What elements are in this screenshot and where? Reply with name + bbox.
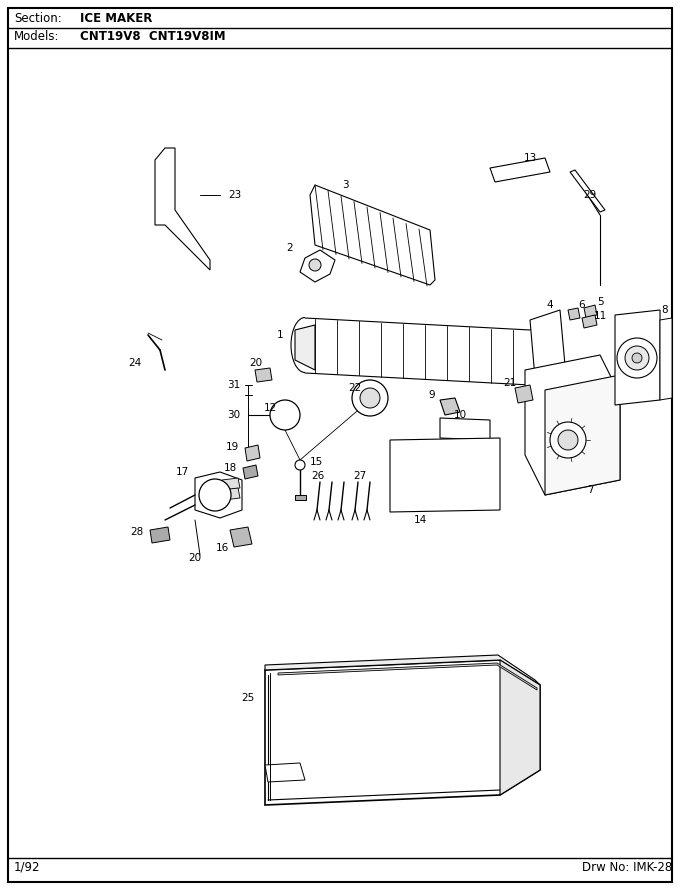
Polygon shape <box>515 385 533 403</box>
Circle shape <box>625 346 649 370</box>
Text: 1/92: 1/92 <box>14 861 41 874</box>
Circle shape <box>558 430 578 450</box>
Text: 26: 26 <box>311 471 324 481</box>
Text: Models:: Models: <box>14 30 60 43</box>
Circle shape <box>270 400 300 430</box>
Polygon shape <box>584 305 597 318</box>
Polygon shape <box>582 315 597 328</box>
Text: ICE MAKER: ICE MAKER <box>80 12 152 25</box>
Polygon shape <box>615 310 660 405</box>
Circle shape <box>360 388 380 408</box>
Polygon shape <box>195 472 242 518</box>
Polygon shape <box>660 318 672 400</box>
Text: 4: 4 <box>547 300 554 310</box>
Polygon shape <box>230 527 252 547</box>
Text: 31: 31 <box>227 380 241 390</box>
Polygon shape <box>245 445 260 461</box>
Text: 28: 28 <box>131 527 143 537</box>
Polygon shape <box>300 250 335 282</box>
Polygon shape <box>265 660 540 805</box>
Polygon shape <box>222 478 240 490</box>
Polygon shape <box>243 465 258 479</box>
Polygon shape <box>440 398 460 415</box>
Polygon shape <box>295 495 306 500</box>
Text: Section:: Section: <box>14 12 62 25</box>
Text: 20: 20 <box>250 358 262 368</box>
Circle shape <box>309 259 321 271</box>
Text: 5: 5 <box>596 297 603 307</box>
Circle shape <box>295 460 305 470</box>
Text: 7: 7 <box>587 485 594 495</box>
Polygon shape <box>265 763 305 782</box>
Text: 15: 15 <box>309 457 322 467</box>
Text: 1: 1 <box>277 330 284 340</box>
Polygon shape <box>530 310 565 378</box>
Text: 8: 8 <box>662 305 668 315</box>
Polygon shape <box>265 655 540 685</box>
Polygon shape <box>390 438 500 512</box>
Polygon shape <box>222 488 240 500</box>
Text: 2: 2 <box>287 243 293 253</box>
Text: Drw No: IMK-28: Drw No: IMK-28 <box>582 861 672 874</box>
Polygon shape <box>278 663 537 690</box>
Text: 22: 22 <box>348 383 362 393</box>
Polygon shape <box>500 660 540 795</box>
Polygon shape <box>490 158 550 182</box>
Polygon shape <box>255 368 272 382</box>
Text: 23: 23 <box>228 190 241 200</box>
Polygon shape <box>310 185 435 285</box>
Text: 21: 21 <box>503 378 517 388</box>
Text: CNT19V8  CNT19V8IM: CNT19V8 CNT19V8IM <box>80 30 226 43</box>
Circle shape <box>199 479 231 511</box>
Text: 16: 16 <box>216 543 228 553</box>
Text: 27: 27 <box>354 471 367 481</box>
Text: 19: 19 <box>225 442 239 452</box>
Text: 6: 6 <box>579 300 585 310</box>
Text: 25: 25 <box>241 693 254 703</box>
Polygon shape <box>545 375 620 495</box>
Text: 17: 17 <box>175 467 188 477</box>
Polygon shape <box>440 418 490 440</box>
Polygon shape <box>155 148 210 270</box>
Text: 24: 24 <box>129 358 141 368</box>
Text: 20: 20 <box>188 553 201 563</box>
Circle shape <box>550 422 586 458</box>
Polygon shape <box>525 355 620 495</box>
Text: 13: 13 <box>524 153 537 163</box>
Circle shape <box>617 338 657 378</box>
Text: 14: 14 <box>413 515 426 525</box>
Text: 11: 11 <box>594 311 607 321</box>
Text: 10: 10 <box>454 410 466 420</box>
Polygon shape <box>570 170 605 212</box>
Polygon shape <box>295 325 315 370</box>
Polygon shape <box>568 308 580 320</box>
Text: 30: 30 <box>227 410 241 420</box>
Circle shape <box>632 353 642 363</box>
Text: 3: 3 <box>341 180 348 190</box>
Circle shape <box>352 380 388 416</box>
Text: 9: 9 <box>428 390 435 400</box>
Text: 18: 18 <box>223 463 237 473</box>
Polygon shape <box>150 527 170 543</box>
Text: 12: 12 <box>263 403 277 413</box>
Text: 29: 29 <box>583 190 596 200</box>
